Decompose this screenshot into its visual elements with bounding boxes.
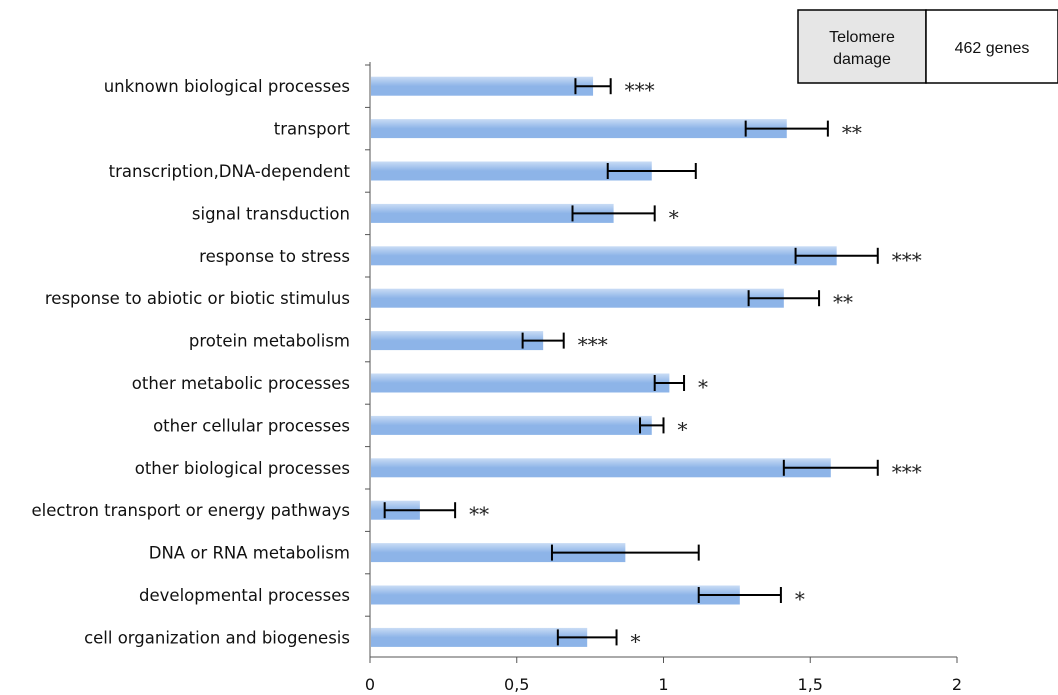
significance-marker: * xyxy=(795,587,805,611)
category-label: other metabolic processes xyxy=(132,374,350,393)
bar xyxy=(371,119,787,139)
significance-marker: * xyxy=(678,417,688,441)
significance-marker: * xyxy=(631,629,641,653)
x-tick-label: 2 xyxy=(952,675,962,694)
significance-marker: * xyxy=(669,205,679,229)
category-label: transport xyxy=(274,120,351,139)
bar xyxy=(371,288,784,308)
x-tick-label: 1 xyxy=(658,675,668,694)
legend-label-line-1: Telomere xyxy=(829,29,895,46)
legend-label-line-2: damage xyxy=(833,51,891,68)
bar xyxy=(371,161,652,181)
bar xyxy=(371,203,614,223)
category-label: cell organization and biogenesis xyxy=(84,628,350,647)
bar xyxy=(371,543,626,563)
category-label: electron transport or energy pathways xyxy=(32,501,350,520)
bar xyxy=(371,585,740,605)
significance-marker: * xyxy=(698,375,708,399)
category-label: other biological processes xyxy=(135,459,350,478)
category-label: response to abiotic or biotic stimulus xyxy=(45,289,350,308)
legend-value-cell xyxy=(925,9,1058,84)
category-label: unknown biological processes xyxy=(104,77,350,96)
category-label: transcription,DNA-dependent xyxy=(109,162,351,181)
significance-marker: ** xyxy=(842,121,862,145)
significance-marker: *** xyxy=(578,333,608,357)
bar xyxy=(371,331,544,351)
category-label: response to stress xyxy=(199,247,350,266)
bar xyxy=(371,627,588,647)
x-tick-label: 0 xyxy=(365,675,375,694)
category-label: DNA or RNA metabolism xyxy=(149,544,350,563)
bar xyxy=(371,458,831,478)
category-label: signal transduction xyxy=(192,204,350,223)
significance-marker: *** xyxy=(892,248,922,272)
legend-value: 462 genes xyxy=(955,40,1030,57)
bar xyxy=(371,76,594,96)
category-label: developmental processes xyxy=(139,586,350,605)
significance-marker: *** xyxy=(625,78,655,102)
x-tick-label: 0,5 xyxy=(504,675,529,694)
bar xyxy=(371,373,670,393)
legend-label-cell xyxy=(797,9,927,84)
significance-marker: ** xyxy=(469,502,489,526)
significance-marker: *** xyxy=(892,460,922,484)
significance-marker: ** xyxy=(833,290,853,314)
category-label: other cellular processes xyxy=(153,416,350,435)
bar xyxy=(371,415,652,435)
bar xyxy=(371,246,837,266)
legend-box: Telomere damage 462 genes xyxy=(797,9,1058,84)
x-tick-label: 1,5 xyxy=(798,675,823,694)
category-label: protein metabolism xyxy=(189,332,350,351)
